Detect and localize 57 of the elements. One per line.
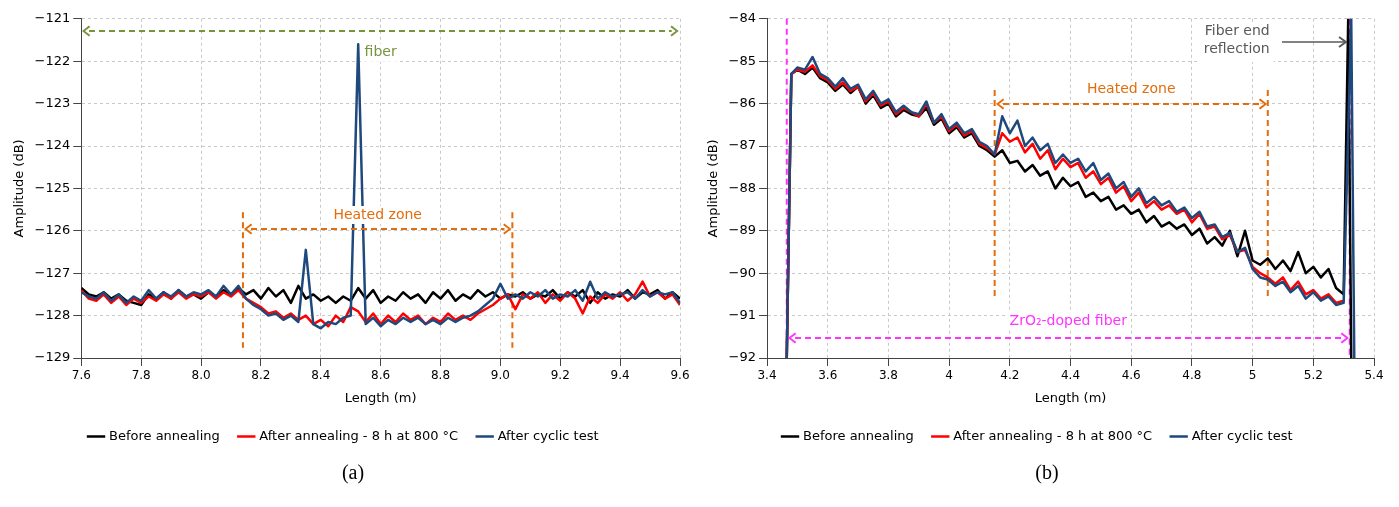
x-tick-label: 8.8 (430, 368, 451, 383)
legend-label: After cyclic test (1191, 427, 1293, 443)
x-tick-label: 3.6 (818, 368, 838, 383)
x-tick-label: 4.4 (1060, 368, 1081, 383)
y-tick-label: −90 (728, 264, 757, 280)
x-tick-label: 5 (1248, 368, 1257, 383)
x-tick-label: 9.6 (670, 368, 690, 383)
annotation: ZrO₂-doped fiber (1009, 312, 1128, 329)
y-tick-label: −121 (34, 10, 71, 26)
x-tick-label: 4.8 (1182, 368, 1202, 383)
legend-label: After annealing - 8 h at 800 °C (259, 427, 459, 443)
y-tick-label: −125 (34, 179, 71, 195)
y-tick-label: −122 (34, 52, 71, 68)
x-tick-label: 8.0 (191, 368, 211, 383)
x-tick-label: 3.8 (878, 368, 898, 383)
x-tick-label: 8.2 (251, 368, 271, 383)
y-tick-label: −87 (728, 137, 757, 153)
x-tick-label: 5.4 (1364, 368, 1384, 383)
y-tick-label: −92 (728, 349, 757, 365)
text: (a) (340, 461, 366, 484)
x-tick-label: 7.6 (71, 368, 91, 383)
x-tick-label: 4.6 (1121, 368, 1141, 383)
legend-label: Before annealing (109, 427, 220, 443)
x-axis-title: Length (m) (344, 389, 417, 405)
x-tick-label: 7.8 (131, 368, 151, 383)
x-tick-label: 8.6 (371, 368, 391, 383)
legend-label: After annealing - 8 h at 800 °C (953, 427, 1153, 443)
y-tick-label: −123 (34, 94, 71, 110)
y-tick-label: −129 (34, 349, 71, 365)
y-tick-label: −91 (728, 306, 757, 322)
x-axis-title: Length (m) (1034, 389, 1107, 405)
x-tick-label: 3.4 (757, 368, 777, 383)
x-tick-label: 9.0 (490, 368, 510, 383)
y-tick-label: −128 (34, 306, 71, 322)
y-axis-title: Amplitude (dB) (11, 139, 27, 238)
annotation: Fiber end reflection (1203, 21, 1270, 56)
x-tick-label: 5.2 (1303, 368, 1323, 383)
y-tick-label: −85 (728, 52, 757, 68)
x-tick-label: 4.2 (1000, 368, 1020, 383)
annotation: Heated zone (333, 205, 422, 222)
y-tick-label: −126 (34, 222, 71, 238)
annotation: fiber (364, 43, 397, 60)
x-tick-label: 8.4 (311, 368, 331, 383)
annotation: Heated zone (1086, 80, 1176, 97)
legend-label: Before annealing (803, 427, 914, 443)
x-tick-label: 4 (945, 368, 953, 383)
y-axis-title: Amplitude (dB) (705, 139, 721, 238)
y-tick-label: −127 (34, 264, 71, 280)
text: (b) (1034, 461, 1060, 484)
x-tick-label: 9.4 (610, 368, 630, 383)
y-tick-label: −89 (728, 222, 757, 238)
y-tick-label: −88 (728, 179, 757, 195)
x-tick-label: 9.2 (550, 368, 570, 383)
legend-label: After cyclic test (497, 427, 599, 443)
y-tick-label: −84 (728, 10, 757, 26)
y-tick-label: −86 (728, 94, 757, 110)
y-tick-label: −124 (34, 137, 71, 153)
